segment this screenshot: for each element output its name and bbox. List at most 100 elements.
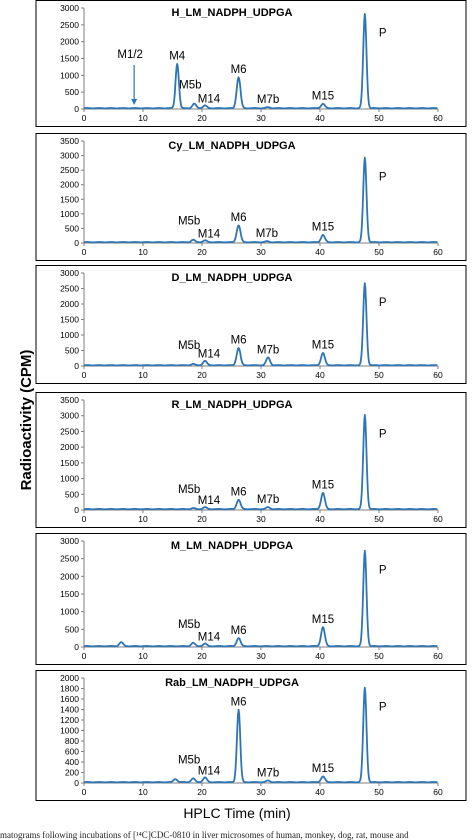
peak-label: M5b	[178, 340, 200, 352]
x-tick-label: 60	[433, 370, 443, 380]
chromatogram-trace	[83, 282, 438, 367]
peak-label: M6	[231, 335, 247, 347]
y-tick-label: 800	[65, 736, 79, 746]
peak-label: M14	[198, 349, 221, 361]
y-tick-label: 2000	[60, 442, 79, 452]
peak-label: M6	[231, 64, 247, 76]
x-tick-label: 40	[315, 247, 325, 257]
panel-frame	[35, 133, 467, 261]
y-tick-label: 0	[74, 778, 79, 788]
x-tick-label: 60	[433, 514, 443, 524]
panel-frame	[35, 265, 467, 384]
peak-label: M15	[312, 91, 334, 103]
peak-label: M4	[169, 51, 186, 63]
x-tick-label: 40	[315, 370, 325, 380]
y-tick-label: 1500	[60, 589, 79, 599]
x-axis-label: HPLC Time (min)	[183, 805, 291, 821]
panel-title: D_LM_NADPH_UDPGA	[171, 272, 292, 284]
x-tick-label: 40	[315, 651, 325, 661]
peak-label: M7b	[256, 228, 278, 240]
x-tick-label: 40	[315, 113, 325, 123]
panel-frame	[35, 0, 467, 127]
y-tick-label: 0	[74, 642, 79, 652]
peak-label: M6	[231, 212, 247, 224]
peak-label: P	[379, 702, 387, 714]
peak-label: M15	[312, 614, 334, 626]
y-tick-label: 1000	[60, 607, 79, 617]
peak-label: M14	[198, 495, 221, 507]
x-tick-label: 50	[374, 787, 384, 797]
y-tick-label: 1000	[60, 474, 79, 484]
peak-label: M5b	[178, 216, 200, 228]
chromatogram-trace	[83, 12, 438, 110]
y-tick-label: 2500	[60, 284, 79, 294]
x-tick-label: 10	[138, 787, 148, 797]
figure-caption: matograms following incubations of [¹⁴C]…	[0, 830, 409, 840]
x-tick-label: 50	[374, 651, 384, 661]
chart-panel-2: 0 500 1000 1500 2000 2500 3000 3500 0 10 20 30 40 50 6…	[35, 133, 467, 261]
y-tick-label: 3000	[60, 411, 79, 421]
peak-label: M14	[198, 765, 221, 777]
peak-label: P	[379, 565, 387, 577]
x-tick-label: 50	[374, 514, 384, 524]
y-tick-label: 1000	[60, 209, 79, 219]
peak-label: M6	[231, 487, 247, 499]
peak-label: M15	[312, 763, 334, 775]
x-tick-label: 20	[197, 651, 207, 661]
y-tick-label: 2500	[60, 20, 79, 30]
y-tick-label: 500	[65, 489, 79, 499]
x-tick-label: 20	[197, 514, 207, 524]
peak-label: M14	[198, 93, 221, 105]
peak-label: P	[379, 429, 387, 441]
y-tick-label: 3000	[60, 268, 79, 278]
x-tick-label: 10	[138, 113, 148, 123]
y-tick-label: 200	[65, 768, 79, 778]
x-tick-label: 50	[374, 370, 384, 380]
y-tick-label: 1500	[60, 458, 79, 468]
x-tick-label: 30	[256, 247, 266, 257]
x-tick-label: 20	[197, 113, 207, 123]
peak-label: M7b	[257, 344, 279, 356]
y-tick-label: 2500	[60, 554, 79, 564]
x-tick-label: 20	[197, 247, 207, 257]
y-tick-label: 600	[65, 747, 79, 757]
y-tick-label: 500	[65, 346, 79, 356]
x-tick-label: 30	[256, 651, 266, 661]
x-tick-label: 20	[197, 787, 207, 797]
peak-label: M15	[312, 340, 334, 352]
x-tick-label: 10	[138, 370, 148, 380]
y-tick-label: 3000	[60, 151, 79, 161]
panel-title: Cy_LM_NADPH_UDPGA	[168, 140, 295, 152]
chart-panel-3: 0 500 1000 1500 2000 2500 3000 0 10 20 30 40 50 60 D_L…	[35, 265, 467, 384]
y-tick-label: 0	[74, 361, 79, 371]
chart-panel-4: 0 500 1000 1500 2000 2500 3000 3500 0 10 20 30 40 50 6…	[35, 392, 467, 528]
peak-label: M5b	[178, 484, 200, 496]
peak-label: M7b	[257, 767, 279, 779]
panel-frame	[35, 670, 467, 801]
panel-frame	[35, 533, 467, 665]
y-tick-label: 2000	[60, 673, 79, 683]
chromatogram-trace	[83, 686, 438, 784]
x-tick-label: 40	[315, 514, 325, 524]
panel-title: Rab_LM_NADPH_UDPGA	[165, 677, 299, 689]
x-tick-label: 50	[374, 247, 384, 257]
y-tick-label: 1600	[60, 694, 79, 704]
x-tick-label: 10	[138, 247, 148, 257]
x-tick-label: 60	[433, 247, 443, 257]
x-tick-label: 60	[433, 787, 443, 797]
panel-title: M_LM_NADPH_UDPGA	[171, 540, 293, 552]
y-tick-label: 0	[74, 104, 79, 114]
y-tick-label: 0	[74, 505, 79, 515]
chart-panel-1: 0 500 1000 1500 2000 2500 3000 0 10 20 30 40 50 60 H_L…	[35, 0, 467, 127]
x-tick-label: 40	[315, 787, 325, 797]
x-tick-label: 30	[256, 787, 266, 797]
x-tick-label: 50	[374, 113, 384, 123]
y-tick-label: 3500	[60, 136, 79, 146]
panel-frame	[35, 392, 467, 528]
panel-title: H_LM_NADPH_UDPGA	[171, 7, 292, 19]
y-tick-label: 500	[65, 87, 79, 97]
x-tick-label: 0	[82, 113, 87, 123]
peak-label: P	[379, 28, 387, 40]
x-tick-label: 60	[433, 113, 443, 123]
